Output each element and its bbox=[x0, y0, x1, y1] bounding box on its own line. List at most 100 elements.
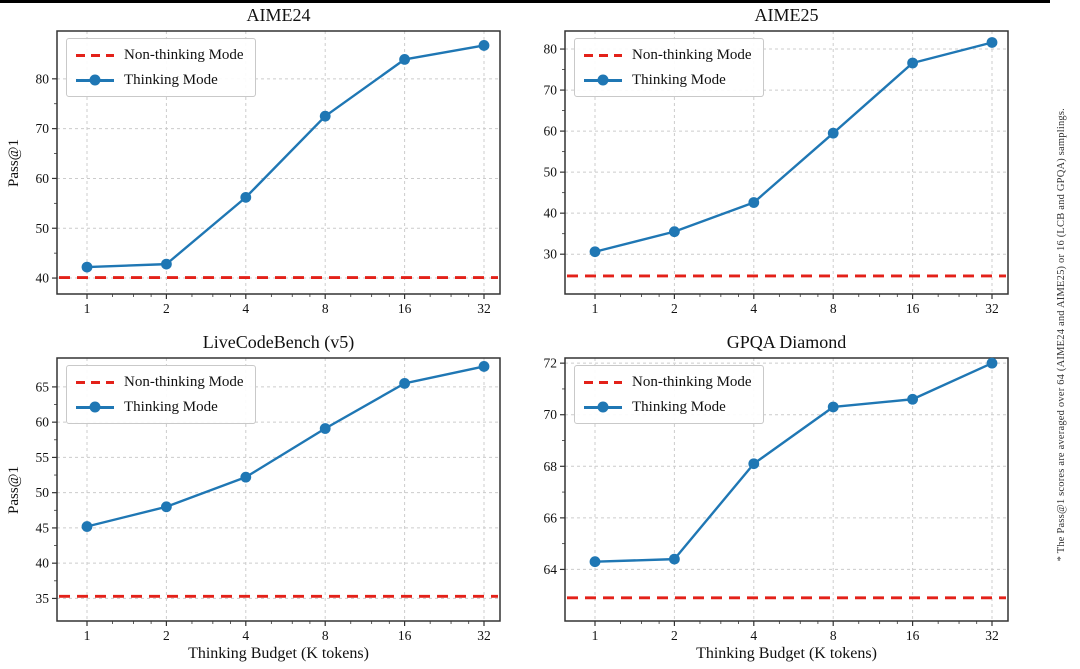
data-point-marker bbox=[240, 471, 252, 483]
legend: Non-thinking Mode Thinking Mode bbox=[574, 365, 764, 424]
legend-label-non-thinking: Non-thinking Mode bbox=[124, 46, 244, 63]
y-tick-label: 50 bbox=[544, 165, 558, 180]
y-tick-label: 50 bbox=[36, 221, 50, 236]
x-tick-label: 8 bbox=[322, 628, 329, 643]
legend-label-thinking: Thinking Mode bbox=[632, 398, 726, 415]
legend-item-non-thinking: Non-thinking Mode bbox=[584, 44, 752, 66]
data-point-marker bbox=[478, 361, 490, 372]
y-tick-label: 70 bbox=[36, 121, 50, 136]
y-tick-label: 68 bbox=[544, 459, 558, 474]
data-point-marker bbox=[827, 401, 839, 413]
legend-label-thinking: Thinking Mode bbox=[124, 398, 218, 415]
legend-item-thinking: Thinking Mode bbox=[584, 396, 752, 418]
legend-item-non-thinking: Non-thinking Mode bbox=[584, 371, 752, 393]
data-point-marker bbox=[478, 40, 490, 51]
x-tick-label: 16 bbox=[398, 628, 412, 643]
legend-label-non-thinking: Non-thinking Mode bbox=[124, 373, 244, 390]
x-tick-label: 2 bbox=[163, 301, 170, 316]
x-tick-label: 16 bbox=[398, 301, 412, 316]
chart-title-aime25: AIME25 bbox=[754, 5, 819, 25]
y-tick-label: 80 bbox=[544, 42, 558, 57]
legend-item-thinking: Thinking Mode bbox=[584, 69, 752, 91]
x-tick-label: 4 bbox=[242, 301, 249, 316]
x-tick-label: 1 bbox=[592, 301, 599, 316]
chart-panel-gpqa-diamond: GPQA Diamond 1 2 4 8 16 32 64 66 68 70 72 Non-thin… bbox=[528, 330, 1040, 669]
y-tick-label: 60 bbox=[544, 124, 558, 139]
data-point-marker bbox=[589, 556, 601, 568]
data-point-marker bbox=[748, 197, 760, 208]
y-tick-label: 40 bbox=[36, 271, 50, 286]
y-tick-label: 64 bbox=[544, 562, 558, 577]
data-point-marker bbox=[669, 226, 680, 238]
data-point-marker bbox=[827, 127, 839, 139]
x-axis-label: Thinking Budget (K tokens) bbox=[696, 645, 877, 662]
data-point-marker bbox=[81, 521, 93, 532]
data-point-marker bbox=[986, 357, 998, 369]
legend: Non-thinking Mode Thinking Mode bbox=[66, 365, 256, 424]
chart-title-livecodebench: LiveCodeBench (v5) bbox=[202, 332, 355, 352]
x-tick-label: 32 bbox=[477, 628, 491, 643]
x-tick-label: 4 bbox=[242, 628, 249, 643]
chart-title-gpqa-diamond: GPQA Diamond bbox=[726, 332, 847, 352]
x-tick-label: 8 bbox=[830, 301, 837, 316]
dashed-line-swatch-icon bbox=[76, 53, 114, 57]
legend-item-thinking: Thinking Mode bbox=[76, 396, 244, 418]
x-tick-label: 32 bbox=[477, 301, 491, 316]
y-tick-label: 40 bbox=[36, 556, 50, 571]
data-point-marker bbox=[669, 553, 680, 565]
axes-spines bbox=[564, 357, 1009, 622]
data-point-marker bbox=[907, 57, 918, 69]
thinking-line bbox=[86, 365, 485, 528]
x-tick-label: 1 bbox=[84, 301, 91, 316]
dashed-line-swatch-icon bbox=[584, 380, 622, 384]
data-point-marker bbox=[161, 501, 172, 513]
legend: Non-thinking Mode Thinking Mode bbox=[66, 38, 256, 97]
x-tick-label: 2 bbox=[671, 628, 678, 643]
x-tick-label: 1 bbox=[84, 628, 91, 643]
data-point-marker bbox=[986, 37, 998, 48]
thinking-line bbox=[86, 44, 485, 269]
line-marker-swatch-icon bbox=[584, 401, 622, 413]
x-tick-label: 2 bbox=[671, 301, 678, 316]
y-tick-label: 65 bbox=[36, 379, 50, 394]
y-tick-label: 70 bbox=[544, 83, 558, 98]
legend-label-thinking: Thinking Mode bbox=[124, 71, 218, 88]
legend-label-thinking: Thinking Mode bbox=[632, 71, 726, 88]
x-tick-label: 8 bbox=[830, 628, 837, 643]
y-tick-label: 60 bbox=[36, 415, 50, 430]
y-tick-label: 66 bbox=[544, 510, 558, 525]
legend-label-non-thinking: Non-thinking Mode bbox=[632, 46, 752, 63]
y-tick-label: 30 bbox=[544, 247, 558, 262]
thinking-line bbox=[594, 362, 993, 563]
dashed-line-swatch-icon bbox=[584, 53, 622, 57]
x-tick-label: 2 bbox=[163, 628, 170, 643]
chart-panel-aime25: AIME25 1 2 4 8 16 32 30 40 50 60 70 80 Non-thinking… bbox=[528, 3, 1040, 330]
data-point-marker bbox=[589, 246, 601, 258]
x-tick-label: 16 bbox=[906, 301, 920, 316]
chart-panel-livecodebench: LiveCodeBench (v5) Pass@1 1 2 4 8 16 32 35 40 45… bbox=[6, 330, 532, 669]
chart-title-aime24: AIME24 bbox=[246, 5, 311, 25]
x-tick-label: 16 bbox=[906, 628, 920, 643]
figure-footnote: * The Pass@1 scores are averaged over 64… bbox=[1050, 0, 1072, 669]
footnote-text: * The Pass@1 scores are averaged over 64… bbox=[1055, 107, 1067, 562]
data-point-marker bbox=[907, 393, 918, 405]
axes-spines bbox=[56, 357, 501, 622]
line-marker-swatch-icon bbox=[76, 74, 114, 86]
x-axis-label: Thinking Budget (K tokens) bbox=[188, 645, 369, 662]
thinking-line bbox=[594, 41, 993, 253]
data-point-marker bbox=[81, 261, 93, 273]
data-point-marker bbox=[399, 377, 410, 389]
x-tick-label: 32 bbox=[985, 301, 999, 316]
top-rule bbox=[0, 0, 1050, 3]
chart-panel-aime24: AIME24 Pass@1 1 2 4 8 16 32 40 50 60 70 80 Non-thi… bbox=[6, 3, 532, 330]
y-tick-label: 70 bbox=[544, 407, 558, 422]
y-tick-label: 60 bbox=[36, 171, 50, 186]
x-tick-label: 1 bbox=[592, 628, 599, 643]
y-tick-label: 50 bbox=[36, 485, 50, 500]
dashed-line-swatch-icon bbox=[76, 380, 114, 384]
line-marker-swatch-icon bbox=[584, 74, 622, 86]
axes-spines bbox=[564, 30, 1009, 295]
data-point-marker bbox=[240, 191, 252, 203]
y-tick-label: 55 bbox=[36, 450, 50, 465]
y-tick-label: 80 bbox=[36, 71, 50, 86]
